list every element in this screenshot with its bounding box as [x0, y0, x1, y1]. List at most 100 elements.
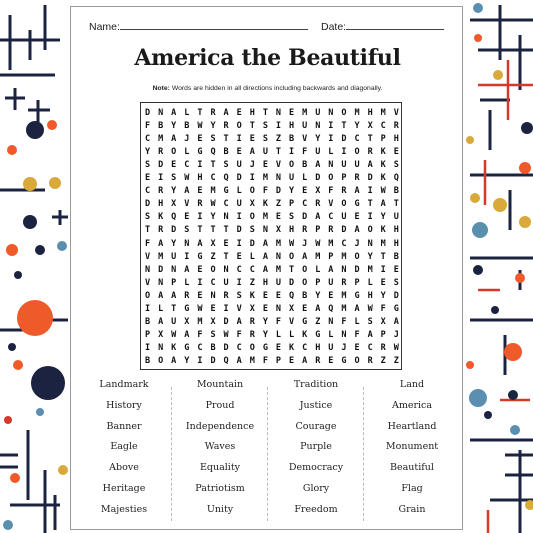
grid-letter[interactable]: U [236, 159, 242, 170]
grid-letter[interactable]: I [249, 173, 255, 184]
grid-letter[interactable]: H [262, 277, 268, 288]
grid-letter[interactable]: M [158, 133, 164, 144]
grid-letter[interactable]: H [158, 199, 164, 210]
grid-letter[interactable]: A [158, 238, 164, 249]
grid-letter[interactable]: O [328, 173, 334, 184]
grid-letter[interactable]: T [380, 251, 386, 262]
grid-letter[interactable]: I [144, 343, 151, 354]
grid-letter[interactable]: M [341, 251, 347, 262]
grid-letter[interactable]: V [393, 107, 399, 118]
grid-letter[interactable]: U [302, 120, 308, 131]
grid-letter[interactable]: E [354, 212, 360, 223]
grid-letter[interactable]: C [144, 133, 151, 144]
grid-letter[interactable]: R [367, 356, 373, 367]
grid-letter[interactable]: I [289, 146, 295, 157]
grid-letter[interactable]: L [289, 330, 295, 341]
grid-letter[interactable]: Y [171, 238, 177, 249]
grid-letter[interactable]: X [315, 186, 321, 197]
grid-letter[interactable]: E [275, 343, 282, 354]
grid-letter[interactable]: T [275, 146, 282, 157]
grid-letter[interactable]: I [197, 212, 203, 223]
grid-letter[interactable]: F [354, 330, 360, 341]
grid-letter[interactable]: R [393, 120, 399, 131]
grid-letter[interactable]: E [223, 238, 229, 249]
grid-letter[interactable]: L [249, 251, 255, 262]
grid-letter[interactable]: T [367, 199, 373, 210]
grid-letter[interactable]: H [315, 343, 321, 354]
grid-letter[interactable]: M [262, 212, 268, 223]
grid-letter[interactable]: N [275, 251, 282, 262]
grid-letter[interactable]: D [302, 212, 308, 223]
grid-letter[interactable]: I [236, 238, 242, 249]
grid-letter[interactable]: V [144, 251, 151, 262]
grid-letter[interactable]: L [302, 173, 308, 184]
grid-letter[interactable]: W [315, 238, 321, 249]
grid-letter[interactable]: H [249, 107, 255, 118]
grid-letter[interactable]: R [197, 199, 203, 210]
grid-letter[interactable]: I [236, 133, 242, 144]
grid-letter[interactable]: E [380, 277, 386, 288]
grid-letter[interactable]: F [236, 330, 242, 341]
grid-letter[interactable]: I [367, 186, 373, 197]
grid-letter[interactable]: F [262, 356, 268, 367]
grid-letter[interactable]: E [249, 133, 255, 144]
grid-letter[interactable]: X [158, 330, 164, 341]
grid-letter[interactable]: C [341, 238, 347, 249]
grid-letter[interactable]: I [275, 120, 282, 131]
grid-letter[interactable]: H [393, 238, 399, 249]
grid-letter[interactable]: Q [223, 356, 229, 367]
grid-letter[interactable]: I [184, 251, 190, 262]
grid-letter[interactable]: D [223, 343, 229, 354]
grid-letter[interactable]: I [144, 304, 151, 315]
grid-letter[interactable]: G [197, 146, 203, 157]
grid-letter[interactable]: L [354, 317, 360, 328]
grid-letter[interactable]: A [262, 238, 268, 249]
grid-letter[interactable]: A [315, 212, 321, 223]
grid-letter[interactable]: X [210, 238, 216, 249]
grid-letter[interactable]: W [197, 304, 203, 315]
grid-letter[interactable]: O [354, 251, 360, 262]
grid-letter[interactable]: E [275, 212, 282, 223]
grid-letter[interactable]: Y [367, 251, 373, 262]
grid-letter[interactable]: G [341, 356, 347, 367]
grid-letter[interactable]: L [158, 304, 164, 315]
grid-letter[interactable]: T [197, 225, 203, 236]
grid-letter[interactable]: B [144, 356, 151, 367]
grid-letter[interactable]: Y [262, 317, 268, 328]
grid-letter[interactable]: P [144, 330, 151, 341]
grid-letter[interactable]: I [236, 277, 242, 288]
grid-letter[interactable]: B [144, 317, 151, 328]
grid-letter[interactable]: B [393, 186, 399, 197]
grid-letter[interactable]: M [341, 304, 347, 315]
grid-letter[interactable]: E [393, 146, 399, 157]
grid-letter[interactable]: G [184, 343, 190, 354]
grid-letter[interactable]: C [210, 277, 216, 288]
grid-letter[interactable]: C [328, 212, 334, 223]
grid-letter[interactable]: Y [184, 356, 190, 367]
grid-letter[interactable]: R [158, 225, 164, 236]
grid-letter[interactable]: V [289, 317, 295, 328]
grid-letter[interactable]: B [289, 133, 295, 144]
name-field[interactable]: Name: [89, 19, 308, 33]
grid-letter[interactable]: P [380, 330, 386, 341]
grid-letter[interactable]: K [171, 343, 177, 354]
grid-letter[interactable]: Y [354, 120, 360, 131]
grid-letter[interactable]: N [367, 238, 373, 249]
grid-letter[interactable]: A [236, 356, 242, 367]
grid-letter[interactable]: O [249, 212, 255, 223]
grid-letter[interactable]: I [367, 212, 373, 223]
grid-letter[interactable]: E [393, 264, 399, 275]
grid-letter[interactable]: L [236, 186, 242, 197]
grid-letter[interactable]: D [354, 264, 360, 275]
grid-letter[interactable]: S [144, 212, 151, 223]
grid-letter[interactable]: E [184, 212, 190, 223]
grid-letter[interactable]: K [262, 199, 268, 210]
grid-letter[interactable]: S [393, 159, 399, 170]
grid-letter[interactable]: C [223, 199, 229, 210]
grid-letter[interactable]: S [223, 159, 229, 170]
grid-letter[interactable]: B [302, 290, 308, 301]
grid-letter[interactable]: H [393, 225, 399, 236]
grid-letter[interactable]: C [302, 199, 308, 210]
grid-letter[interactable]: S [249, 225, 255, 236]
grid-letter[interactable]: E [197, 133, 203, 144]
